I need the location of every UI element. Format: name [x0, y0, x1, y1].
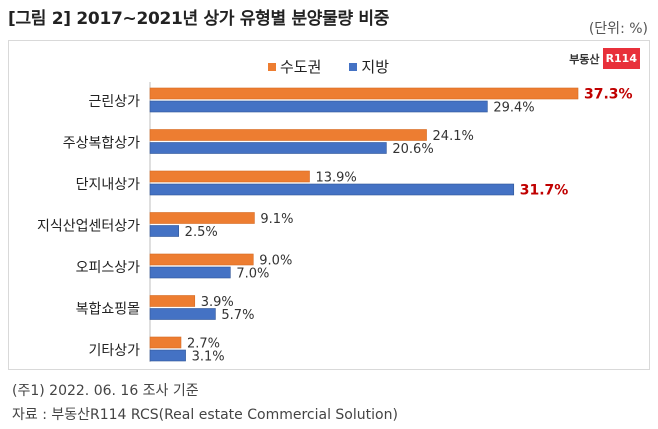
data-label: 5.7% [221, 308, 254, 323]
data-label: 37.3% [584, 87, 633, 103]
data-label: 3.1% [192, 350, 225, 365]
source-note: 자료 : 부동산R114 RCS(Real estate Commercial … [12, 407, 398, 423]
bar-regional [149, 100, 488, 113]
data-label: 3.9% [201, 295, 234, 310]
category-label: 기타상가 [88, 343, 140, 359]
bar-regional [149, 183, 515, 196]
legend: 수도권 지방 [268, 56, 389, 77]
category-label: 근린상가 [88, 94, 140, 110]
category-label: 지식산업센터상가 [37, 219, 140, 235]
bar-regional [149, 142, 387, 154]
bar-capital [149, 336, 182, 349]
data-label: 31.7% [520, 183, 569, 199]
data-label: 2.5% [185, 225, 218, 240]
legend-label-regional: 지방 [361, 58, 390, 76]
data-label: 9.0% [259, 254, 292, 269]
data-label: 29.4% [493, 101, 534, 116]
bar-regional [149, 349, 186, 362]
logo-badge: R114 [602, 48, 640, 69]
chart-title: [그림 2] 2017~2021년 상가 유형별 분양물량 비중 [8, 9, 390, 29]
data-label: 7.0% [236, 267, 269, 282]
category-label: 주상복합상가 [63, 136, 140, 152]
chart-frame [8, 40, 650, 370]
data-label: 24.1% [433, 129, 474, 144]
bar-capital [149, 129, 427, 141]
bar-capital [149, 253, 254, 266]
bar-regional [149, 308, 216, 320]
bar-capital [149, 87, 579, 100]
category-label: 오피스상가 [76, 260, 141, 276]
category-label: 복합쇼핑몰 [76, 302, 141, 318]
bar-capital [149, 295, 196, 307]
brand-logo: 부동산 R114 [569, 48, 640, 69]
bar-capital [149, 170, 310, 183]
footnote: (주1) 2022. 06. 16 조사 기준 [12, 383, 199, 399]
legend-label-capital: 수도권 [280, 58, 322, 76]
legend-item-capital: 수도권 [268, 56, 321, 77]
legend-swatch-regional [349, 62, 358, 71]
bar-capital [149, 212, 255, 224]
bar-regional [149, 225, 179, 237]
unit-label: (단위: %) [588, 21, 648, 37]
category-label: 단지내상가 [76, 177, 141, 193]
legend-swatch-capital [268, 62, 276, 71]
logo-text: 부동산 [569, 52, 600, 66]
data-label: 13.9% [315, 171, 356, 186]
data-label: 9.1% [260, 212, 293, 227]
data-label: 20.6% [392, 142, 433, 157]
bar-regional [149, 266, 231, 279]
legend-item-regional: 지방 [349, 56, 389, 77]
data-label: 2.7% [187, 337, 220, 352]
